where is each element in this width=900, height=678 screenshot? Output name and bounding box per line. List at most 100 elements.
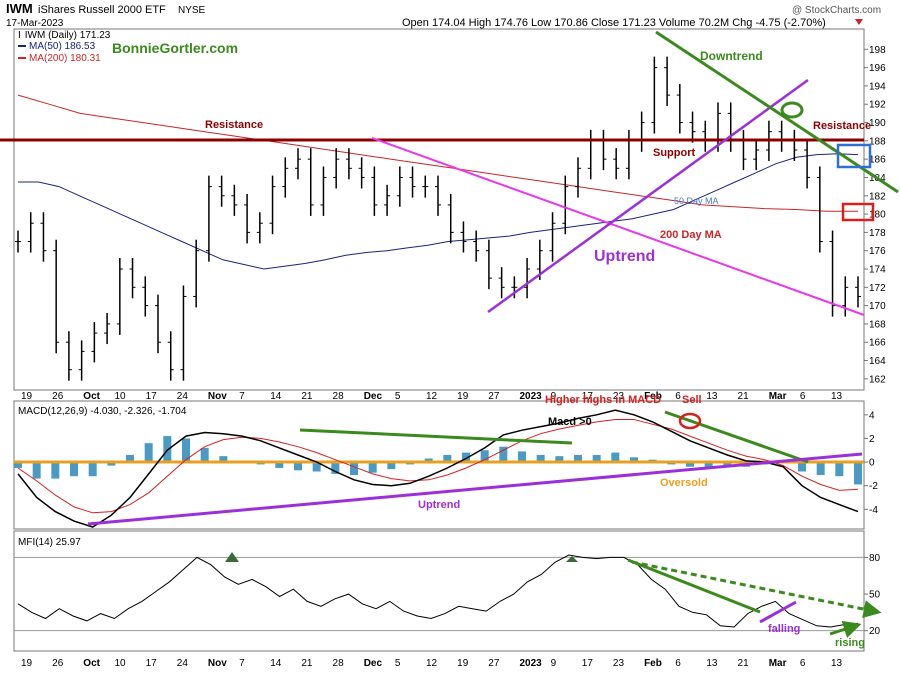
x-axis-label: Oct xyxy=(83,658,100,669)
price-bar xyxy=(702,120,709,152)
macd-histogram-bar xyxy=(51,462,60,479)
macd-histogram-bar xyxy=(70,462,78,477)
price-bar xyxy=(244,193,251,244)
macd-histogram-bar xyxy=(443,454,452,463)
x-axis-label: 27 xyxy=(488,658,500,669)
x-axis-label: 13 xyxy=(706,658,718,669)
price-bar xyxy=(485,239,492,290)
price-bar xyxy=(358,157,365,189)
price-bar xyxy=(409,166,416,198)
macd-y-axis: -4 -2 0 2 4 xyxy=(864,410,878,516)
macd-above-zero-label: Macd >0 xyxy=(548,416,592,428)
price-bar xyxy=(689,111,696,143)
price-bar xyxy=(282,157,289,198)
macd-histogram-bar xyxy=(144,443,153,463)
x-axis-label: 2023 xyxy=(519,391,542,402)
price-bar xyxy=(804,139,811,189)
price-bar xyxy=(333,148,340,189)
price-bars xyxy=(15,56,861,381)
higher-highs-label: Higher highs in MACD xyxy=(545,394,661,406)
x-axis-label: 9 xyxy=(551,658,557,669)
x-axis-label: 10 xyxy=(114,658,126,669)
down-triangle-icon xyxy=(855,19,863,25)
price-bar xyxy=(753,139,760,171)
resistance-label-right: Resistance xyxy=(813,120,871,132)
price-bar xyxy=(371,166,378,216)
price-axis-tick: 190 xyxy=(869,118,886,129)
macd-histogram-bar xyxy=(107,462,116,466)
macd-histogram-bar xyxy=(630,457,638,463)
price-bar xyxy=(447,193,454,244)
macd-histogram-bar xyxy=(331,462,340,474)
macd-histogram-bar xyxy=(182,438,190,463)
macd-histogram-bar xyxy=(163,436,172,463)
macd-downtrend-line-2 xyxy=(664,410,809,464)
price-bar xyxy=(460,221,467,253)
x-axis-label: 5 xyxy=(395,391,401,402)
macd-histogram-bar xyxy=(518,451,526,463)
x-axis-label: 19 xyxy=(21,391,33,402)
mfi-falling-line xyxy=(759,600,797,624)
price-bar xyxy=(727,102,734,152)
price-bar xyxy=(384,184,391,216)
price-bar xyxy=(791,129,798,161)
price-axis-tick: 172 xyxy=(869,283,886,294)
legend-ma200: MA(200) 180.31 xyxy=(29,53,101,64)
x-axis-label: Nov xyxy=(208,391,227,402)
price-bar xyxy=(842,276,849,317)
header-ohlc: Open 174.04 High 174.76 Low 170.86 Close… xyxy=(402,17,826,29)
macd-histogram-bar xyxy=(312,462,321,472)
x-axis-label: 6 xyxy=(675,391,681,402)
price-bar xyxy=(295,148,301,180)
price-bar xyxy=(511,276,518,299)
x-axis-label: 14 xyxy=(270,391,282,402)
legend-mfi: MFI(14) 25.97 xyxy=(18,537,81,548)
price-y-axis: 1621641661681701721741761781801821841861… xyxy=(864,45,886,385)
price-bar xyxy=(307,148,314,216)
x-axis-label: 17 xyxy=(582,391,594,402)
x-axis-label: 12 xyxy=(426,391,438,402)
x-axis-label: 23 xyxy=(613,391,625,402)
price-axis-tick: 168 xyxy=(869,319,886,330)
header-exchange: NYSE xyxy=(178,5,206,16)
ma50-price-box xyxy=(836,143,872,169)
x-axis-label: Dec xyxy=(364,391,383,402)
price-bar xyxy=(855,276,861,308)
price-bar xyxy=(91,322,98,363)
price-bar xyxy=(40,212,47,262)
price-bar xyxy=(816,166,823,253)
price-bar xyxy=(167,331,174,381)
mfi-y-axis: 20 50 80 xyxy=(14,553,881,637)
x-axis-label: 9 xyxy=(551,391,557,402)
x-axis-label: 2023 xyxy=(519,658,542,669)
price-bar xyxy=(155,294,161,354)
x-axis-label: 19 xyxy=(457,391,469,402)
macd-histogram-bar xyxy=(854,462,862,485)
watermark: @ StockCharts.com xyxy=(792,5,881,16)
price-bar xyxy=(78,340,85,381)
mfi-rising-arrow xyxy=(829,620,862,638)
legend-macd: MACD(12,26,9) -4.030, -2.326, -1.704 xyxy=(18,406,187,417)
price-axis-tick: 170 xyxy=(869,301,886,312)
price-axis-tick: 180 xyxy=(869,210,886,221)
price-panel xyxy=(13,28,865,391)
price-axis-tick: 164 xyxy=(869,356,886,367)
macd-signal-line xyxy=(17,419,859,514)
macd-histogram-bar xyxy=(350,462,358,476)
macd-histogram-bar xyxy=(294,462,302,471)
price-bar xyxy=(104,312,111,345)
x-axis-label: Oct xyxy=(83,391,100,402)
price-bar xyxy=(435,175,441,216)
x-axis-label: 21 xyxy=(738,658,750,669)
price-bar xyxy=(142,276,149,317)
x-axis-label: 13 xyxy=(831,658,843,669)
x-axis-label: 17 xyxy=(146,658,158,669)
price-axis-tick: 196 xyxy=(869,63,886,74)
price-axis-tick: 178 xyxy=(869,228,886,239)
macd-histogram-bar xyxy=(32,462,41,479)
price-bar xyxy=(651,56,658,134)
x-axis-label: 26 xyxy=(52,391,64,402)
x-axis-label: 19 xyxy=(457,658,469,669)
x-axis-label: 19 xyxy=(21,658,33,669)
